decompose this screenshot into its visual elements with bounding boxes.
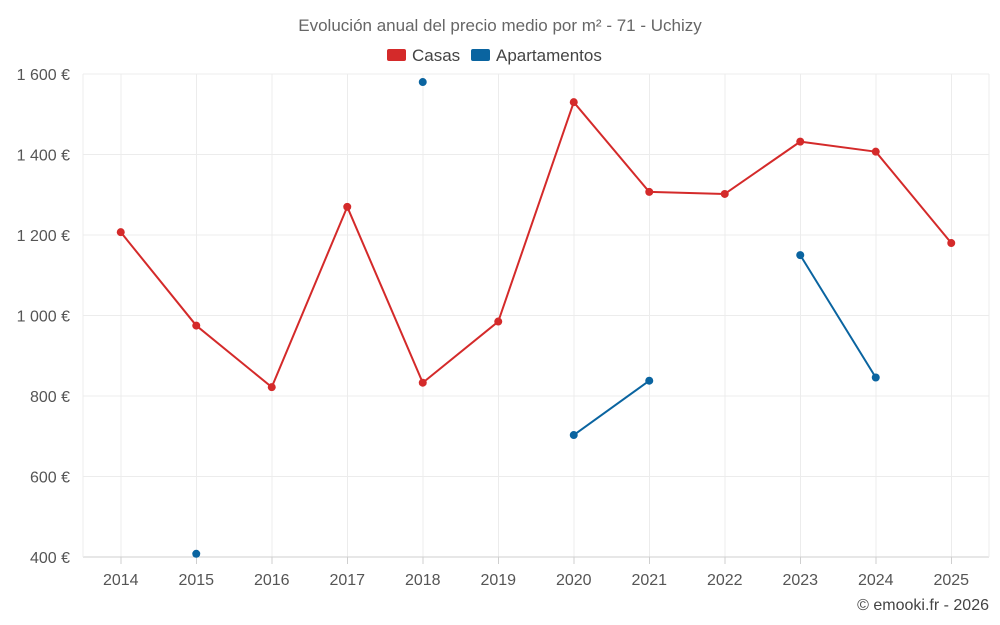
chart-title: Evolución anual del precio medio por m² …: [298, 16, 702, 35]
series-line-casas: [119, 101, 953, 389]
x-tick-label: 2014: [103, 572, 139, 589]
series-casas: [116, 98, 956, 392]
y-tick-label: 400 €: [30, 550, 70, 567]
x-tick-label: 2015: [178, 572, 214, 589]
data-point-casas-2022[interactable]: [720, 189, 729, 198]
data-point-casas-2018[interactable]: [418, 378, 427, 387]
data-point-casas-2021[interactable]: [645, 187, 654, 196]
y-tick-label: 1 600 €: [17, 67, 70, 84]
legend-swatch-apartamentos: [471, 49, 490, 61]
data-point-casas-2023[interactable]: [796, 137, 805, 146]
series-apartamentos: [192, 78, 880, 558]
data-point-apartamentos-2018[interactable]: [418, 78, 427, 87]
legend-item-apartamentos[interactable]: Apartamentos: [471, 46, 602, 65]
data-point-casas-2016[interactable]: [267, 383, 276, 392]
data-point-casas-2017[interactable]: [343, 202, 352, 211]
data-point-casas-2020[interactable]: [569, 98, 578, 107]
y-tick-label: 1 000 €: [17, 309, 70, 326]
series-layer: [116, 78, 956, 558]
legend-swatch-casas: [387, 49, 406, 61]
x-tick-label: 2017: [329, 572, 365, 589]
x-tick-label: 2023: [782, 572, 818, 589]
x-tick-label: 2021: [631, 572, 667, 589]
y-tick-label: 800 €: [30, 389, 70, 406]
legend-label-apartamentos: Apartamentos: [496, 46, 602, 65]
series-line-apartamentos: [572, 379, 651, 437]
x-tick-label: 2025: [933, 572, 969, 589]
y-tick-label: 1 200 €: [17, 228, 70, 245]
x-tick-label: 2018: [405, 572, 441, 589]
x-tick-label: 2022: [707, 572, 743, 589]
data-point-apartamentos-2023[interactable]: [796, 251, 805, 260]
legend-label-casas: Casas: [412, 46, 460, 65]
data-point-casas-2024[interactable]: [871, 147, 880, 156]
y-tick-label: 1 400 €: [17, 148, 70, 165]
legend: Casas Apartamentos: [387, 46, 602, 65]
x-tick-label: 2016: [254, 572, 290, 589]
data-point-casas-2015[interactable]: [192, 321, 201, 330]
data-point-apartamentos-2021[interactable]: [645, 376, 654, 385]
data-point-casas-2025[interactable]: [947, 239, 956, 248]
axes: 400 € 600 € 800 € 1 000 € 1 200 € 1 400 € 1 60…: [17, 67, 990, 589]
data-point-apartamentos-2015[interactable]: [192, 549, 201, 558]
data-point-casas-2014[interactable]: [116, 228, 125, 237]
copyright-text: © emooki.fr - 2026: [857, 597, 989, 614]
grid: [83, 73, 989, 558]
series-line-apartamentos: [799, 254, 877, 379]
data-point-apartamentos-2024[interactable]: [871, 373, 880, 382]
x-tick-label: 2019: [480, 572, 516, 589]
data-point-apartamentos-2020[interactable]: [569, 431, 578, 440]
x-tick-label: 2020: [556, 572, 592, 589]
data-point-casas-2019[interactable]: [494, 317, 503, 326]
y-tick-label: 600 €: [30, 470, 70, 487]
x-tick-label: 2024: [858, 572, 894, 589]
legend-item-casas[interactable]: Casas: [387, 46, 460, 65]
